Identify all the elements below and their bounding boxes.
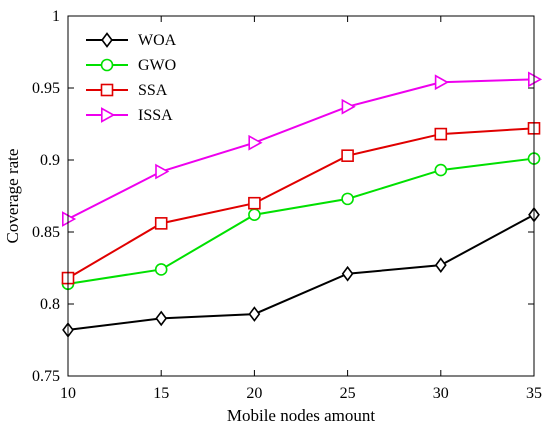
legend-label: ISSA	[138, 107, 173, 124]
series-line-issa	[67, 78, 535, 220]
data-point-issa	[155, 163, 170, 180]
y-tick-label: 0.9	[40, 152, 60, 169]
y-tick-label: 0.95	[32, 80, 60, 97]
legend-box	[78, 24, 196, 128]
data-point-ssa	[434, 127, 448, 141]
data-point-woa	[434, 257, 447, 273]
x-tick-label: 25	[340, 385, 356, 402]
x-axis-label: Mobile nodes amount	[227, 406, 376, 425]
x-tick-label: 35	[526, 385, 542, 402]
data-point-woa	[155, 310, 168, 327]
data-point-issa	[341, 98, 356, 115]
data-point-issa	[434, 74, 449, 91]
x-tick-label: 10	[60, 385, 76, 402]
legend-entry-woa: WOA	[86, 32, 177, 49]
y-tick-label: 0.8	[40, 296, 60, 313]
axes-frame	[67, 15, 535, 377]
x-tick-label: 30	[433, 385, 449, 402]
data-point-ssa	[154, 217, 168, 230]
data-point-gwo	[341, 192, 354, 206]
legend: WOA GWO SSA ISSA	[78, 24, 196, 128]
legend-entry-issa: ISSA	[86, 107, 173, 124]
data-point-issa	[248, 134, 263, 151]
data-point-ssa	[248, 196, 261, 210]
y-tick-label: 1	[52, 8, 60, 25]
series-issa	[61, 71, 543, 227]
data-point-ssa	[341, 149, 354, 162]
legend-label: SSA	[138, 82, 168, 99]
data-point-issa	[61, 211, 77, 227]
data-point-issa	[527, 71, 543, 88]
data-point-woa	[248, 306, 261, 322]
plot-frame	[67, 15, 535, 377]
legend-marker	[101, 32, 113, 48]
data-point-gwo	[248, 208, 261, 222]
data-point-woa	[341, 265, 354, 282]
legend-label: GWO	[138, 57, 176, 74]
series-line-gwo	[67, 157, 535, 285]
series-line-ssa	[67, 127, 535, 279]
x-tick-label: 15	[153, 385, 169, 402]
legend-marker	[100, 58, 114, 72]
legend-entry-gwo: GWO	[86, 57, 176, 74]
data-point-gwo	[434, 163, 448, 177]
legend-entry-ssa: SSA	[86, 82, 168, 99]
legend-label: WOA	[138, 32, 177, 49]
y-tick-label: 0.85	[32, 224, 60, 241]
series-line-woa	[67, 213, 535, 331]
legend-marker	[100, 83, 114, 97]
y-tick-label: 0.75	[32, 368, 60, 385]
legend-marker	[101, 107, 116, 123]
x-tick-label: 20	[246, 385, 262, 402]
data-point-gwo	[154, 263, 168, 276]
y-axis-label: Coverage rate	[3, 149, 22, 244]
